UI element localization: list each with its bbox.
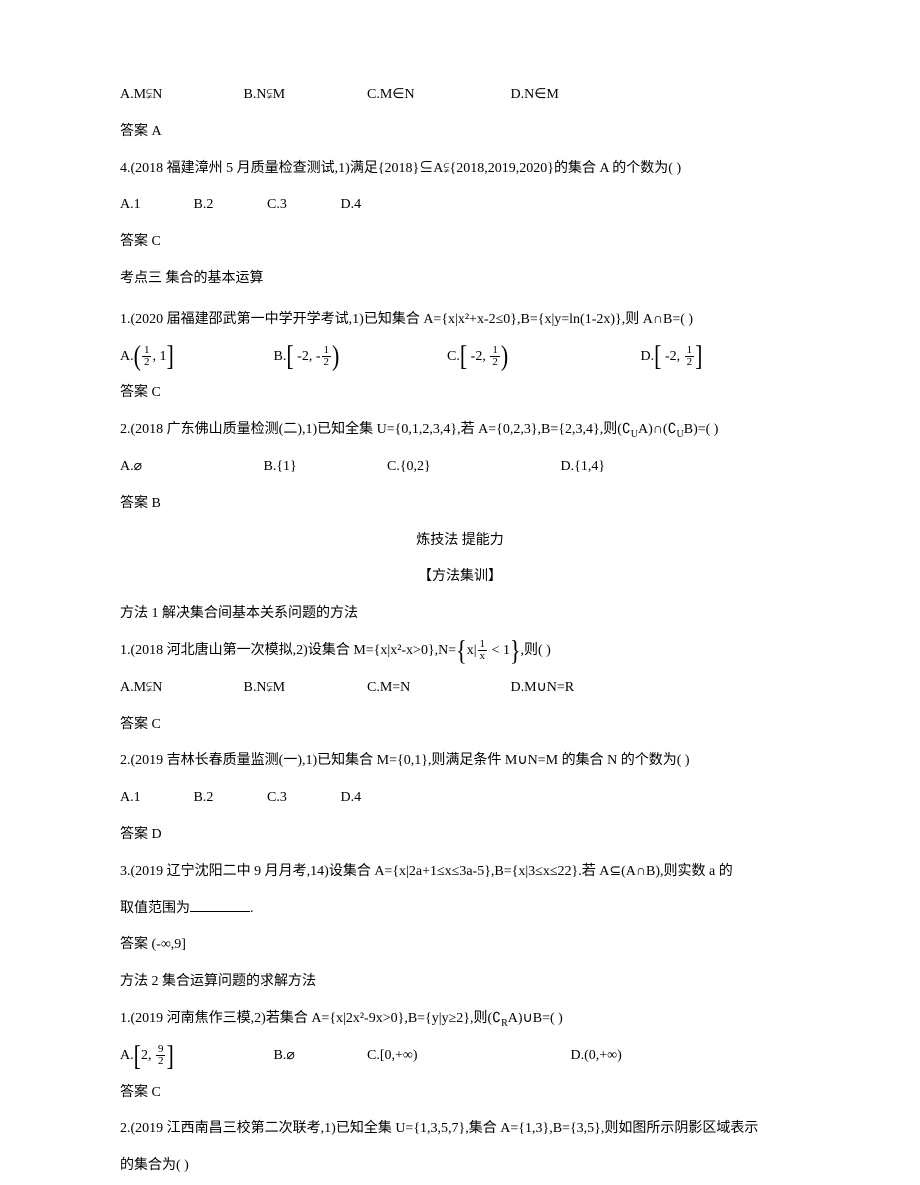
q3-options: A.M⫋N B.N⫋M C.M∈N D.N∈M — [120, 80, 800, 111]
m2-q2-line2: 的集合为( ) — [120, 1151, 800, 1182]
m1-q2-text: 2.(2019 吉林长春质量监测(一),1)已知集合 M={0,1},则满足条件… — [120, 746, 800, 777]
lparen-icon: ( — [134, 342, 141, 371]
kd3-q1-opt-d: D.[ -2, 12] — [641, 342, 781, 373]
method2-title: 方法 2 集合运算问题的求解方法 — [120, 967, 800, 998]
m1-q1-options: A.M⫋N B.N⫋M C.M=N D.M∪N=R — [120, 673, 800, 704]
text-segment: 2.(2018 广东佛山质量检测(二),1)已知全集 U={0,1,2,3,4}… — [120, 422, 622, 437]
m1-q2-options: A.1 B.2 C.3 D.4 — [120, 783, 800, 814]
kd3-q1-text: 1.(2020 届福建邵武第一中学开学考试,1)已知集合 A={x|x²+x-2… — [120, 305, 800, 336]
kd3-q2-text: 2.(2018 广东佛山质量检测(二),1)已知全集 U={0,1,2,3,4}… — [120, 415, 800, 446]
kd3-q2-answer: 答案 B — [120, 489, 800, 520]
fraction-icon: 12 — [322, 345, 332, 368]
m1-q2-answer: 答案 D — [120, 820, 800, 851]
subscript: R — [501, 1018, 508, 1029]
q4-text: 4.(2018 福建漳州 5 月质量检查测试,1)满足{2018}⊆A⫋{201… — [120, 154, 800, 185]
fraction-icon: 12 — [490, 345, 500, 368]
q4-answer: 答案 C — [120, 227, 800, 258]
kd3-q1-opt-b: B.[ -2, -12) — [274, 342, 444, 373]
m2-q1-opt-a: A.[2, 92] — [120, 1041, 270, 1072]
section-title-1: 炼技法 提能力 — [120, 526, 800, 557]
method1-title: 方法 1 解决集合间基本关系问题的方法 — [120, 599, 800, 630]
m2-q1-opt-b: B.⌀ — [274, 1041, 364, 1072]
m1-q3-answer: 答案 (-∞,9] — [120, 930, 800, 961]
rbracket-icon: ] — [166, 342, 173, 371]
kd3-q2-opt-a: A.⌀ — [120, 452, 260, 483]
m2-q1-text: 1.(2019 河南焦作三模,2)若集合 A={x|2x²-9x>0},B={y… — [120, 1004, 800, 1035]
fraction-icon: 1x — [478, 639, 488, 662]
m1-q1-text: 1.(2018 河北唐山第一次模拟,2)设集合 M={x|x²-x>0},N={… — [120, 636, 800, 667]
m1-q1-opt-d: D.M∪N=R — [511, 673, 631, 704]
lbrace-icon: { — [456, 636, 467, 665]
m2-q1-options: A.[2, 92] B.⌀ C.[0,+∞) D.(0,+∞) — [120, 1041, 800, 1072]
kd3-q1-options: A.(12, 1] B.[ -2, -12) C.[ -2, 12) D.[ -… — [120, 342, 800, 373]
q4-options: A.1 B.2 C.3 D.4 — [120, 190, 800, 221]
fraction-icon: 12 — [142, 345, 152, 368]
section-title-2: 【方法集训】 — [120, 562, 800, 593]
lbracket-icon: [ — [654, 342, 661, 371]
q3-answer: 答案 A — [120, 117, 800, 148]
m1-q3-line1: 3.(2019 辽宁沈阳二中 9 月月考,14)设集合 A={x|2a+1≤x≤… — [120, 857, 800, 888]
blank-underline-icon — [190, 910, 250, 912]
m1-q2-opt-d: D.4 — [341, 783, 411, 814]
rbracket-icon: ] — [166, 1041, 173, 1070]
fraction-icon: 12 — [685, 345, 695, 368]
kd3-q1-opt-a: A.(12, 1] — [120, 342, 270, 373]
text-segment: ,则( ) — [521, 643, 551, 658]
m2-q1-opt-d: D.(0,+∞) — [571, 1041, 711, 1072]
lbracket-icon: [ — [460, 342, 467, 371]
m1-q1-opt-b: B.N⫋M — [244, 673, 364, 704]
kd3-q2-opt-b: B.{1} — [264, 452, 384, 483]
text-segment: 1.(2019 河南焦作三模,2)若集合 A={x|2x²-9x>0},B={y… — [120, 1011, 492, 1026]
lbracket-icon: [ — [134, 1041, 141, 1070]
text-segment: A)∪B=( ) — [508, 1011, 563, 1026]
m2-q1-answer: 答案 C — [120, 1078, 800, 1109]
q3-opt-a: A.M⫋N — [120, 80, 240, 111]
subscript: U — [631, 429, 638, 440]
kd3-q1-answer: 答案 C — [120, 378, 800, 409]
rbracket-icon: ] — [695, 342, 702, 371]
opt-label: C. — [447, 342, 460, 373]
q3-opt-c: C.M∈N — [367, 80, 507, 111]
kd3-q1-opt-c: C.[ -2, 12) — [447, 342, 637, 373]
opt-label: A. — [120, 342, 134, 373]
m1-q3-line2: 取值范围为. — [120, 894, 800, 925]
rparen-icon: ) — [332, 342, 339, 371]
rparen-icon: ) — [501, 342, 508, 371]
kd3-q2-options: A.⌀ B.{1} C.{0,2} D.{1,4} — [120, 452, 800, 483]
lbracket-icon: [ — [286, 342, 293, 371]
text-segment: 取值范围为 — [120, 901, 190, 916]
q4-opt-c: C.3 — [267, 190, 337, 221]
m1-q1-opt-c: C.M=N — [367, 673, 507, 704]
q4-opt-d: D.4 — [341, 190, 411, 221]
kd3-q2-opt-c: C.{0,2} — [387, 452, 557, 483]
m1-q2-opt-c: C.3 — [267, 783, 337, 814]
q4-opt-b: B.2 — [194, 190, 264, 221]
m1-q1-answer: 答案 C — [120, 710, 800, 741]
kd3-title: 考点三 集合的基本运算 — [120, 264, 800, 295]
q3-opt-b: B.N⫋M — [244, 80, 364, 111]
text-segment: . — [250, 901, 254, 916]
subscript: U — [677, 429, 684, 440]
m1-q1-opt-a: A.M⫋N — [120, 673, 240, 704]
q4-opt-a: A.1 — [120, 190, 190, 221]
kd3-q2-opt-d: D.{1,4} — [561, 452, 681, 483]
complement-icon: ∁ — [492, 1011, 501, 1026]
text-segment: A)∩( — [638, 422, 668, 437]
m2-q2-line1: 2.(2019 江西南昌三校第二次联考,1)已知全集 U={1,3,5,7},集… — [120, 1114, 800, 1145]
text-segment: 1.(2018 河北唐山第一次模拟,2)设集合 M={x|x²-x>0},N= — [120, 643, 456, 658]
text-segment: B)=( ) — [684, 422, 719, 437]
opt-label: D. — [641, 342, 655, 373]
m1-q2-opt-a: A.1 — [120, 783, 190, 814]
fraction-icon: 92 — [156, 1044, 166, 1067]
complement-icon: ∁ — [668, 422, 677, 437]
m2-q1-opt-c: C.[0,+∞) — [367, 1041, 567, 1072]
opt-label: B. — [274, 342, 287, 373]
rbrace-icon: } — [510, 636, 521, 665]
opt-label: A. — [120, 1041, 134, 1072]
m1-q2-opt-b: B.2 — [194, 783, 264, 814]
q3-opt-d: D.N∈M — [511, 80, 631, 111]
complement-icon: ∁ — [622, 422, 631, 437]
